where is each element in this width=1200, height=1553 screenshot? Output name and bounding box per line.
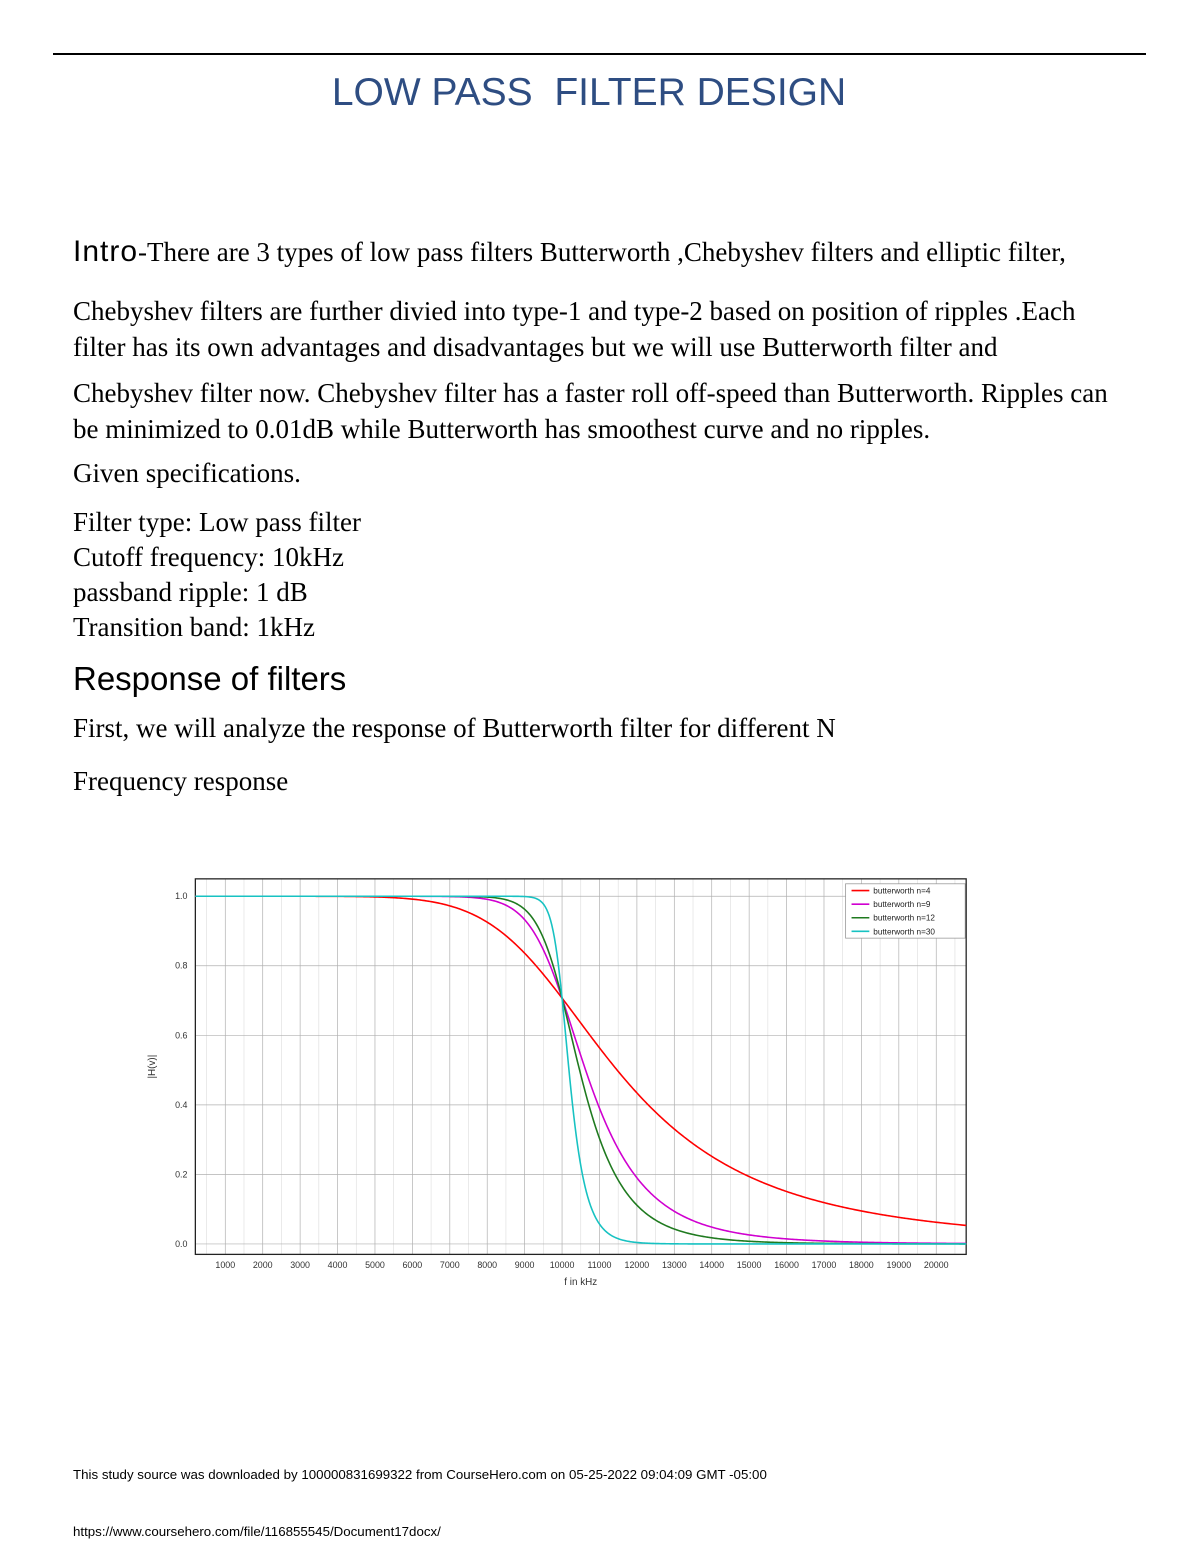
svg-text:4000: 4000 [328, 1260, 348, 1270]
svg-text:18000: 18000 [849, 1260, 874, 1270]
svg-text:butterworth n=4: butterworth n=4 [873, 887, 931, 896]
svg-text:7000: 7000 [440, 1260, 460, 1270]
svg-text:0.2: 0.2 [175, 1169, 187, 1179]
svg-text:11000: 11000 [587, 1260, 611, 1270]
svg-text:0.0: 0.0 [175, 1239, 187, 1249]
svg-text:butterworth n=12: butterworth n=12 [873, 914, 935, 923]
svg-text:10000: 10000 [550, 1260, 575, 1270]
svg-text:13000: 13000 [662, 1260, 687, 1270]
svg-text:6000: 6000 [403, 1260, 423, 1270]
svg-text:14000: 14000 [699, 1260, 724, 1270]
svg-text:butterworth n=30: butterworth n=30 [873, 927, 935, 936]
svg-text:0.6: 0.6 [175, 1030, 187, 1040]
svg-text:19000: 19000 [886, 1260, 911, 1270]
svg-text:butterworth n=9: butterworth n=9 [873, 900, 931, 909]
svg-text:15000: 15000 [737, 1260, 762, 1270]
svg-text:17000: 17000 [812, 1260, 837, 1270]
svg-text:0.8: 0.8 [175, 961, 187, 971]
svg-text:f in kHz: f in kHz [564, 1277, 597, 1288]
svg-text:1000: 1000 [215, 1260, 235, 1270]
svg-text:9000: 9000 [515, 1260, 535, 1270]
svg-text:2000: 2000 [253, 1260, 273, 1270]
svg-text:1.0: 1.0 [175, 891, 187, 901]
svg-text:8000: 8000 [477, 1260, 497, 1270]
svg-text:20000: 20000 [924, 1260, 949, 1270]
svg-text:5000: 5000 [365, 1260, 385, 1270]
svg-text:16000: 16000 [774, 1260, 799, 1270]
svg-text:0.4: 0.4 [175, 1100, 187, 1110]
svg-text:3000: 3000 [290, 1260, 310, 1270]
svg-text:12000: 12000 [625, 1260, 650, 1270]
svg-text:|H(v)|: |H(v)| [147, 1055, 158, 1079]
